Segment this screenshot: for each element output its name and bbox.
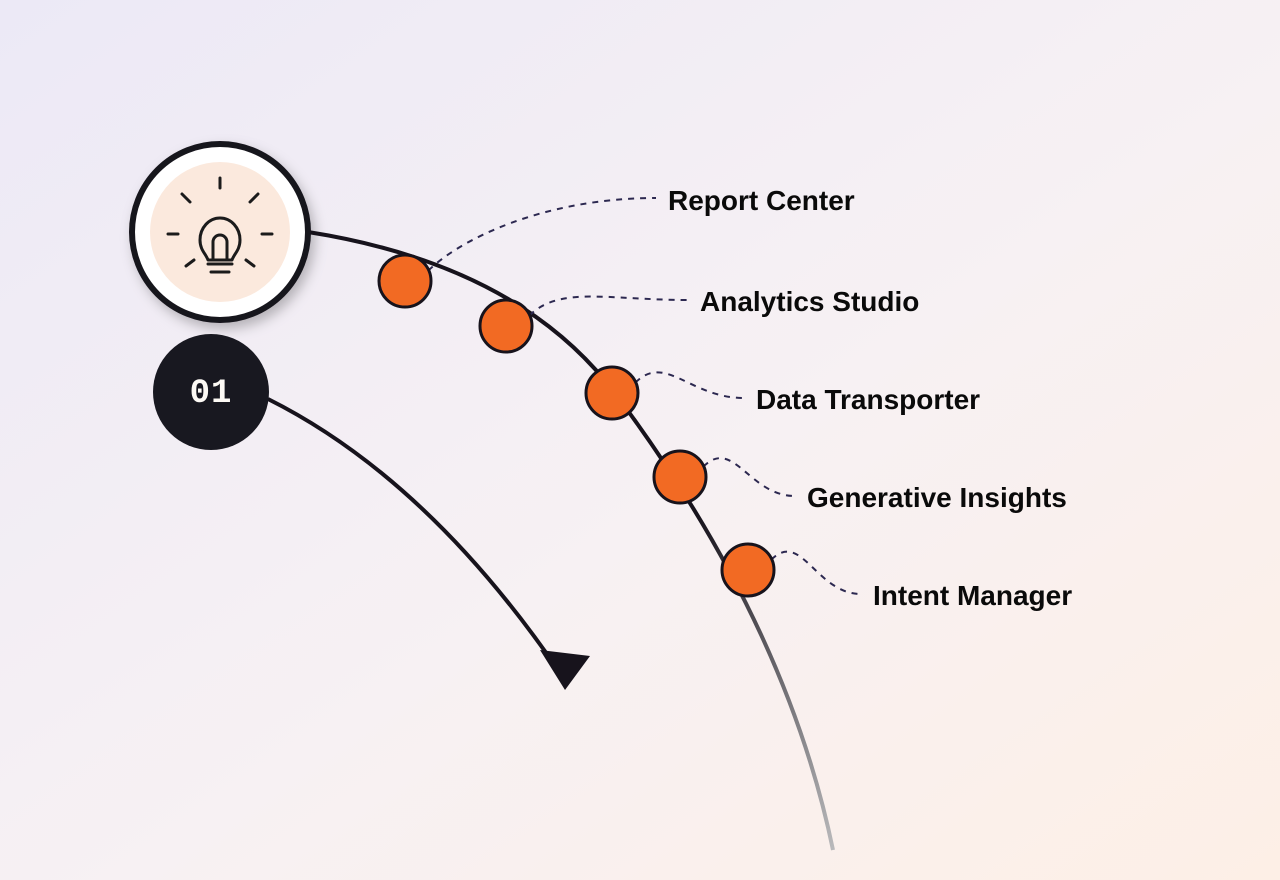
feature-label: Generative Insights [807, 482, 1067, 514]
feature-node [379, 255, 431, 307]
diagram-canvas: 01 Report Center Analytics Studio Data Tra… [0, 0, 1280, 880]
feature-node [480, 300, 532, 352]
feature-label: Report Center [668, 185, 855, 217]
feature-label: Intent Manager [873, 580, 1072, 612]
feature-node [586, 367, 638, 419]
step-badge: 01 [153, 334, 269, 450]
hub [132, 144, 308, 320]
feature-node [722, 544, 774, 596]
feature-label: Data Transporter [756, 384, 980, 416]
badge-number: 01 [190, 375, 233, 413]
feature-label: Analytics Studio [700, 286, 919, 318]
feature-node [654, 451, 706, 503]
diagram-svg: 01 [0, 0, 1280, 880]
